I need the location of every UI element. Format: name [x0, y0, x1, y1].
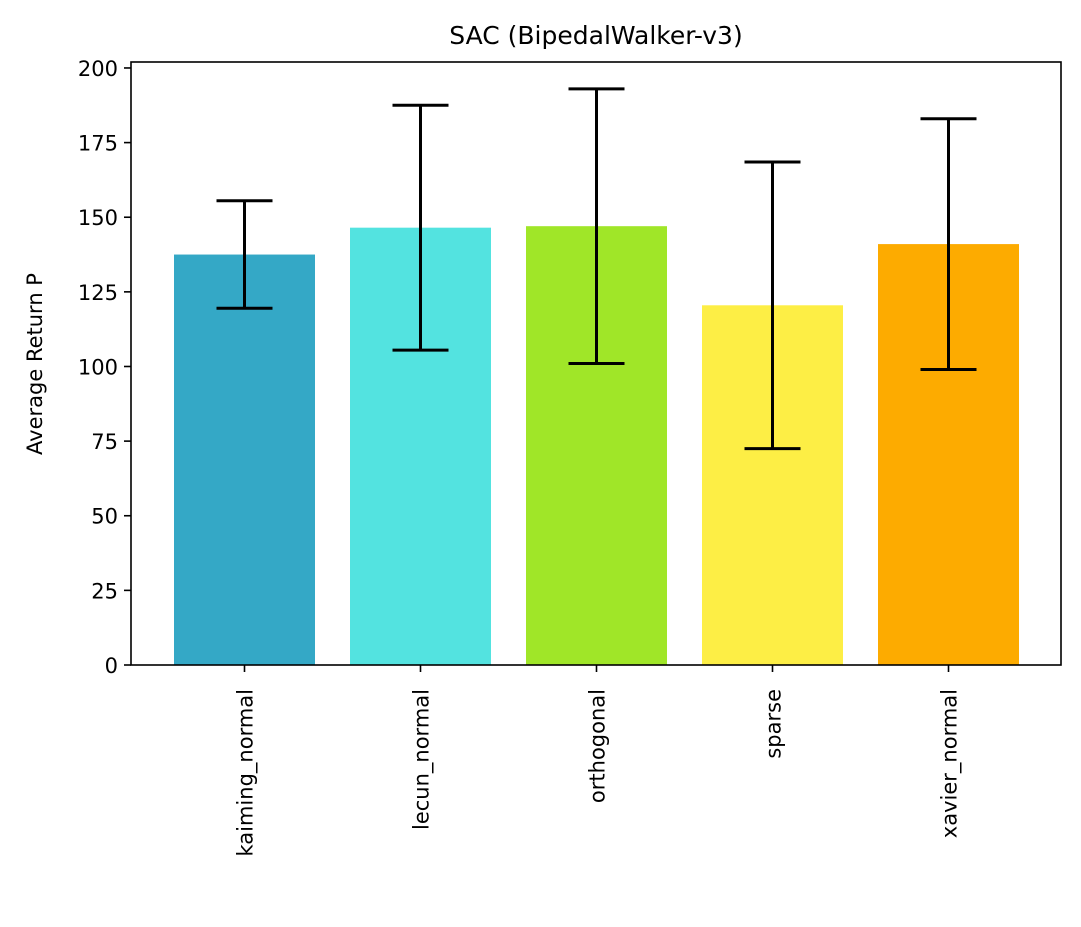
y-tick-label: 50 — [91, 505, 118, 529]
y-tick-label: 175 — [78, 132, 118, 156]
y-tick-label: 200 — [78, 57, 118, 81]
errorbar-lecun_normal — [392, 103, 449, 352]
chart-title: SAC (BipedalWalker-v3) — [449, 21, 742, 50]
x-tick-label: xavier_normal — [938, 689, 963, 838]
y-tick-label: 0 — [105, 654, 118, 678]
errorbar-xavier_normal — [920, 117, 977, 371]
x-tick-label: lecun_normal — [410, 689, 435, 830]
x-tick-label: orthogonal — [586, 689, 610, 803]
y-tick-label: 150 — [78, 206, 118, 230]
y-tick-label: 125 — [78, 281, 118, 305]
errorbar-kaiming_normal — [216, 199, 273, 310]
errorbar-sparse — [744, 160, 801, 451]
plot-frame — [130, 61, 1062, 666]
y-tick-label: 25 — [91, 579, 118, 603]
y-tick-label: 75 — [91, 430, 118, 454]
errorbars-layer — [216, 87, 977, 451]
x-axis: kaiming_normal lecun_normal orthogonal spar… — [234, 665, 963, 857]
y-tick-label: 100 — [78, 355, 118, 379]
x-tick-label: kaiming_normal — [234, 689, 259, 857]
x-tick-label: sparse — [762, 689, 786, 759]
y-axis-title: Average Return P — [23, 273, 47, 455]
bar-kaiming_normal — [174, 254, 315, 665]
y-axis: 0 25 50 75 100 125 150 175 200 — [78, 57, 131, 678]
errorbar-orthogonal — [568, 87, 625, 365]
